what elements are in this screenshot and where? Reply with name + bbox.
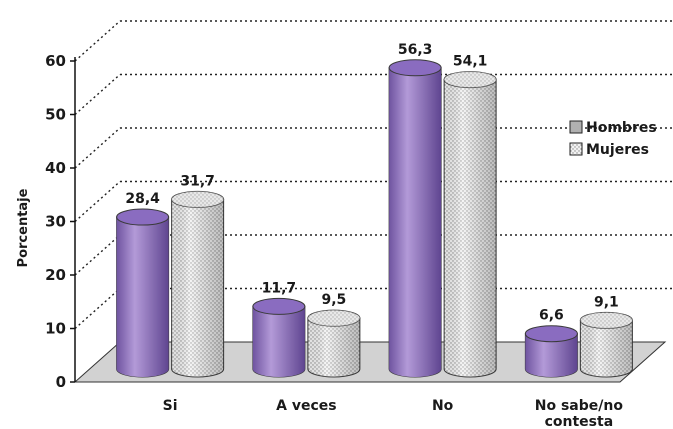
bar-hombres	[524, 325, 578, 378]
data-labels: 28,4 31,7 Si 11,7 9,5 A veces 56,3 54,1 No 6,6 9,1…	[125, 42, 623, 429]
y-tick-label: 40	[45, 159, 66, 177]
gridline-diagonal	[74, 73, 121, 116]
bar-shading	[444, 79, 497, 377]
bar-hombres	[388, 59, 442, 378]
legend-swatch-hombres	[569, 120, 583, 134]
bar-shading	[171, 199, 224, 377]
legend-label: Hombres	[586, 120, 657, 136]
bar-top-texture	[307, 310, 360, 327]
data-label: 56,3	[398, 42, 433, 58]
y-tick-label: 50	[45, 106, 66, 124]
gridline-diagonal	[74, 287, 121, 330]
data-label: 28,4	[125, 191, 160, 207]
x-tick-label: A veces	[276, 398, 336, 414]
bar-shading	[580, 320, 633, 377]
data-label: 9,5	[321, 292, 346, 308]
data-label: 6,6	[539, 308, 564, 324]
bar-mujeres	[307, 309, 361, 378]
y-tick-label: 10	[45, 320, 66, 338]
bar-top-texture	[580, 312, 633, 329]
gridline-diagonal	[74, 234, 121, 276]
legend: Hombres Mujeres	[569, 120, 657, 158]
bar-top	[252, 297, 306, 315]
data-label: 9,1	[594, 294, 619, 310]
bar-shading	[389, 67, 442, 378]
gridline-diagonal	[74, 180, 121, 223]
bar-mujeres	[443, 71, 497, 378]
bar-top-texture	[171, 191, 224, 208]
bar-mujeres	[579, 311, 633, 378]
bar-top	[388, 59, 442, 77]
data-label: 31,7	[180, 173, 215, 189]
x-tick-label: No sabe/no contesta	[535, 398, 624, 429]
x-tick-label: No	[432, 398, 454, 414]
bar-top-texture	[444, 71, 497, 88]
gridline-diagonal	[74, 20, 121, 62]
y-tick-label: 0	[56, 373, 66, 391]
bar-hombres	[116, 208, 170, 378]
bar-shading	[116, 217, 169, 377]
x-tick-label: Si	[163, 398, 178, 414]
y-axis: 0 10 20 30 40 50 60	[45, 52, 76, 391]
bar-top	[524, 325, 578, 343]
bar-top	[116, 208, 170, 226]
legend-swatch-mujeres	[569, 142, 583, 156]
gridline-diagonal	[74, 127, 121, 169]
y-tick-label: 60	[45, 52, 66, 70]
bar-shading	[307, 318, 360, 377]
bar-shading	[525, 333, 578, 377]
bar-hombres	[252, 297, 306, 378]
y-tick-label: 30	[45, 213, 66, 231]
data-label: 11,7	[262, 280, 297, 296]
plot-area	[116, 59, 633, 378]
y-axis-label: Porcentaje	[16, 188, 31, 267]
bar-shading	[252, 306, 305, 377]
legend-label: Mujeres	[586, 142, 649, 158]
y-tick-label: 20	[45, 266, 66, 284]
bar-mujeres	[171, 190, 225, 378]
data-label: 54,1	[453, 54, 488, 70]
